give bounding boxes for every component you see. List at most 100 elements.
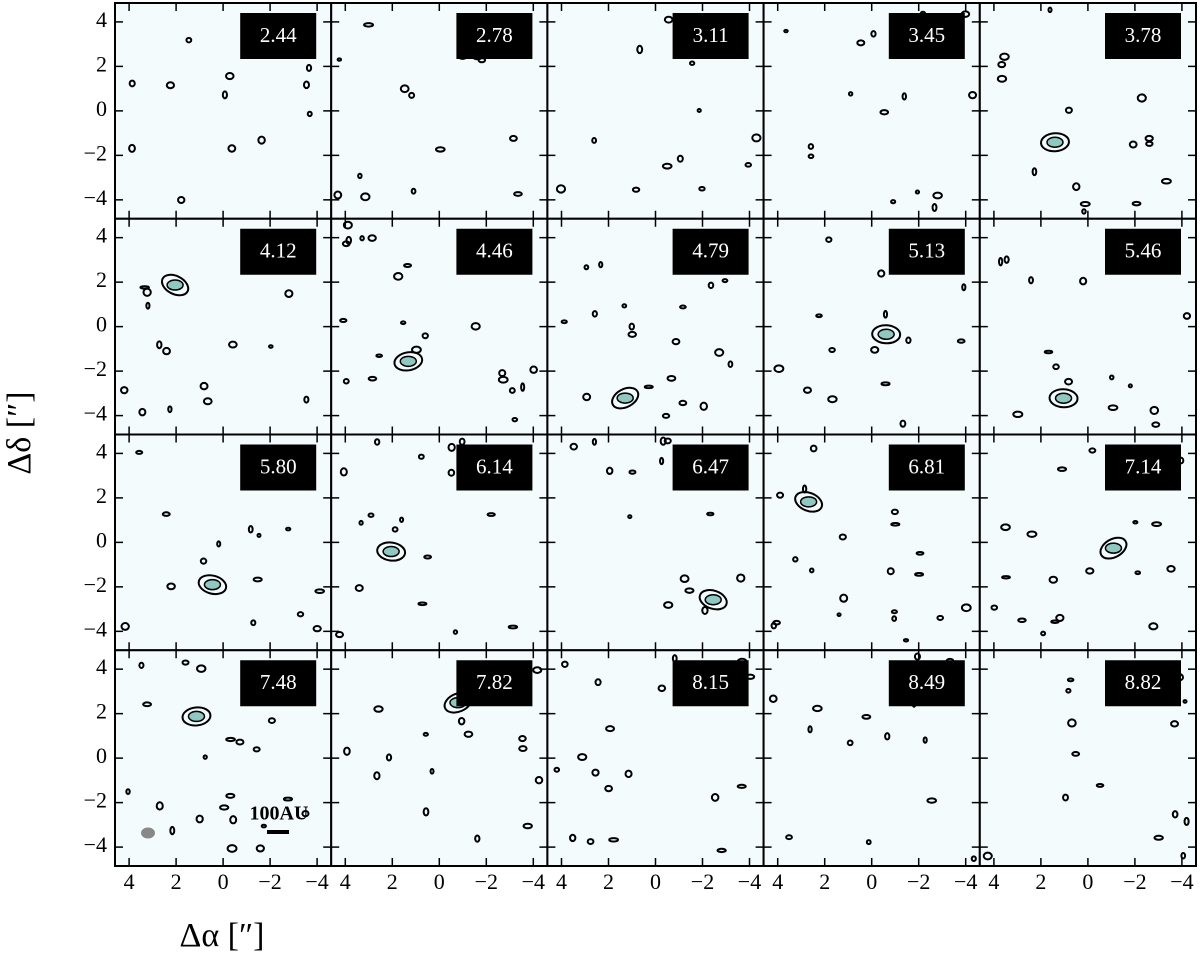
contour (219, 804, 230, 811)
contour (156, 340, 163, 350)
contour (1153, 834, 1164, 841)
contour (342, 220, 353, 230)
contour (657, 684, 667, 693)
contour (385, 753, 393, 762)
panel: 3.11 (546, 2, 765, 220)
panel-label: 6.14 (476, 454, 513, 478)
contour (1064, 377, 1074, 386)
contour (727, 360, 734, 368)
contour (808, 567, 815, 574)
panel-label-box (1105, 660, 1181, 707)
contour-filled (399, 355, 418, 368)
contour (165, 81, 176, 90)
contour (1170, 720, 1179, 728)
contour (457, 716, 466, 726)
contour (359, 235, 365, 242)
contour (343, 746, 351, 756)
contour (1031, 167, 1038, 177)
panel-label-box (240, 13, 317, 59)
contour (314, 588, 326, 594)
contour (1000, 523, 1011, 532)
contour (303, 395, 310, 404)
contour (736, 783, 747, 789)
contour (229, 815, 238, 825)
contour (583, 264, 590, 271)
contour (486, 512, 496, 517)
panel-label-box (240, 660, 317, 707)
contour (434, 146, 446, 153)
contour (185, 36, 193, 44)
contour (422, 807, 430, 817)
contour (598, 260, 604, 269)
contour (181, 706, 212, 727)
contour (880, 381, 891, 387)
contour (1055, 613, 1065, 622)
contour (226, 844, 238, 853)
contour (886, 567, 895, 576)
contour (228, 340, 238, 349)
x-tick-label: 4 (988, 869, 999, 894)
panel-label: 7.48 (260, 670, 297, 694)
contour (827, 395, 838, 404)
y-tick-label: 4 (96, 223, 107, 248)
contour (679, 304, 687, 310)
contour (393, 351, 424, 372)
y-tick-label: −4 (84, 616, 107, 641)
contour (227, 144, 237, 153)
contour (636, 44, 644, 55)
contour (1088, 447, 1097, 454)
contour (996, 74, 1008, 83)
contour (339, 317, 348, 324)
contour (195, 814, 204, 824)
contour (890, 508, 899, 516)
panel-label: 5.46 (1125, 239, 1162, 263)
contour (631, 186, 641, 193)
contour (922, 736, 928, 744)
contour (268, 344, 274, 349)
contour (794, 490, 824, 513)
contour (417, 601, 428, 607)
contour (335, 631, 345, 639)
contour (1148, 622, 1159, 631)
beam (141, 827, 155, 839)
contour (511, 416, 519, 423)
contour (1081, 208, 1087, 215)
contour (1180, 851, 1187, 860)
x-tick-label: 0 (866, 869, 877, 894)
contour (142, 287, 152, 297)
contour (604, 784, 613, 793)
contour (367, 512, 375, 518)
panel-label: 3.45 (908, 23, 945, 47)
contour (145, 301, 151, 310)
contour (333, 190, 343, 200)
contour (560, 319, 568, 325)
contour (1050, 619, 1060, 624)
contour (627, 514, 633, 520)
scale-bar-label: 100AU (250, 803, 309, 825)
contour (553, 766, 561, 773)
contour (373, 705, 384, 713)
contour (529, 365, 538, 374)
x-tick-label: 0 (434, 869, 445, 894)
contour (339, 467, 348, 477)
contour (698, 589, 728, 611)
contour (856, 39, 866, 47)
contour (1136, 93, 1147, 103)
panel: 6.47 (546, 433, 765, 652)
x-tick-label: −2 (691, 869, 714, 894)
panel-label-box (672, 228, 749, 275)
contour-filled (877, 328, 895, 341)
contour (772, 619, 781, 626)
panel-label: 7.14 (1125, 454, 1162, 478)
x-tick-label: 0 (218, 869, 229, 894)
contour (905, 336, 912, 345)
contour (783, 28, 789, 34)
panel: 7.48 100AU (114, 649, 333, 867)
contour (1171, 810, 1179, 819)
contour (611, 386, 640, 410)
contour (663, 601, 674, 609)
y-tick-label: 2 (96, 483, 107, 508)
panel: 4.12 (114, 217, 333, 436)
contour (474, 834, 481, 843)
panel: 5.13 (762, 217, 981, 436)
